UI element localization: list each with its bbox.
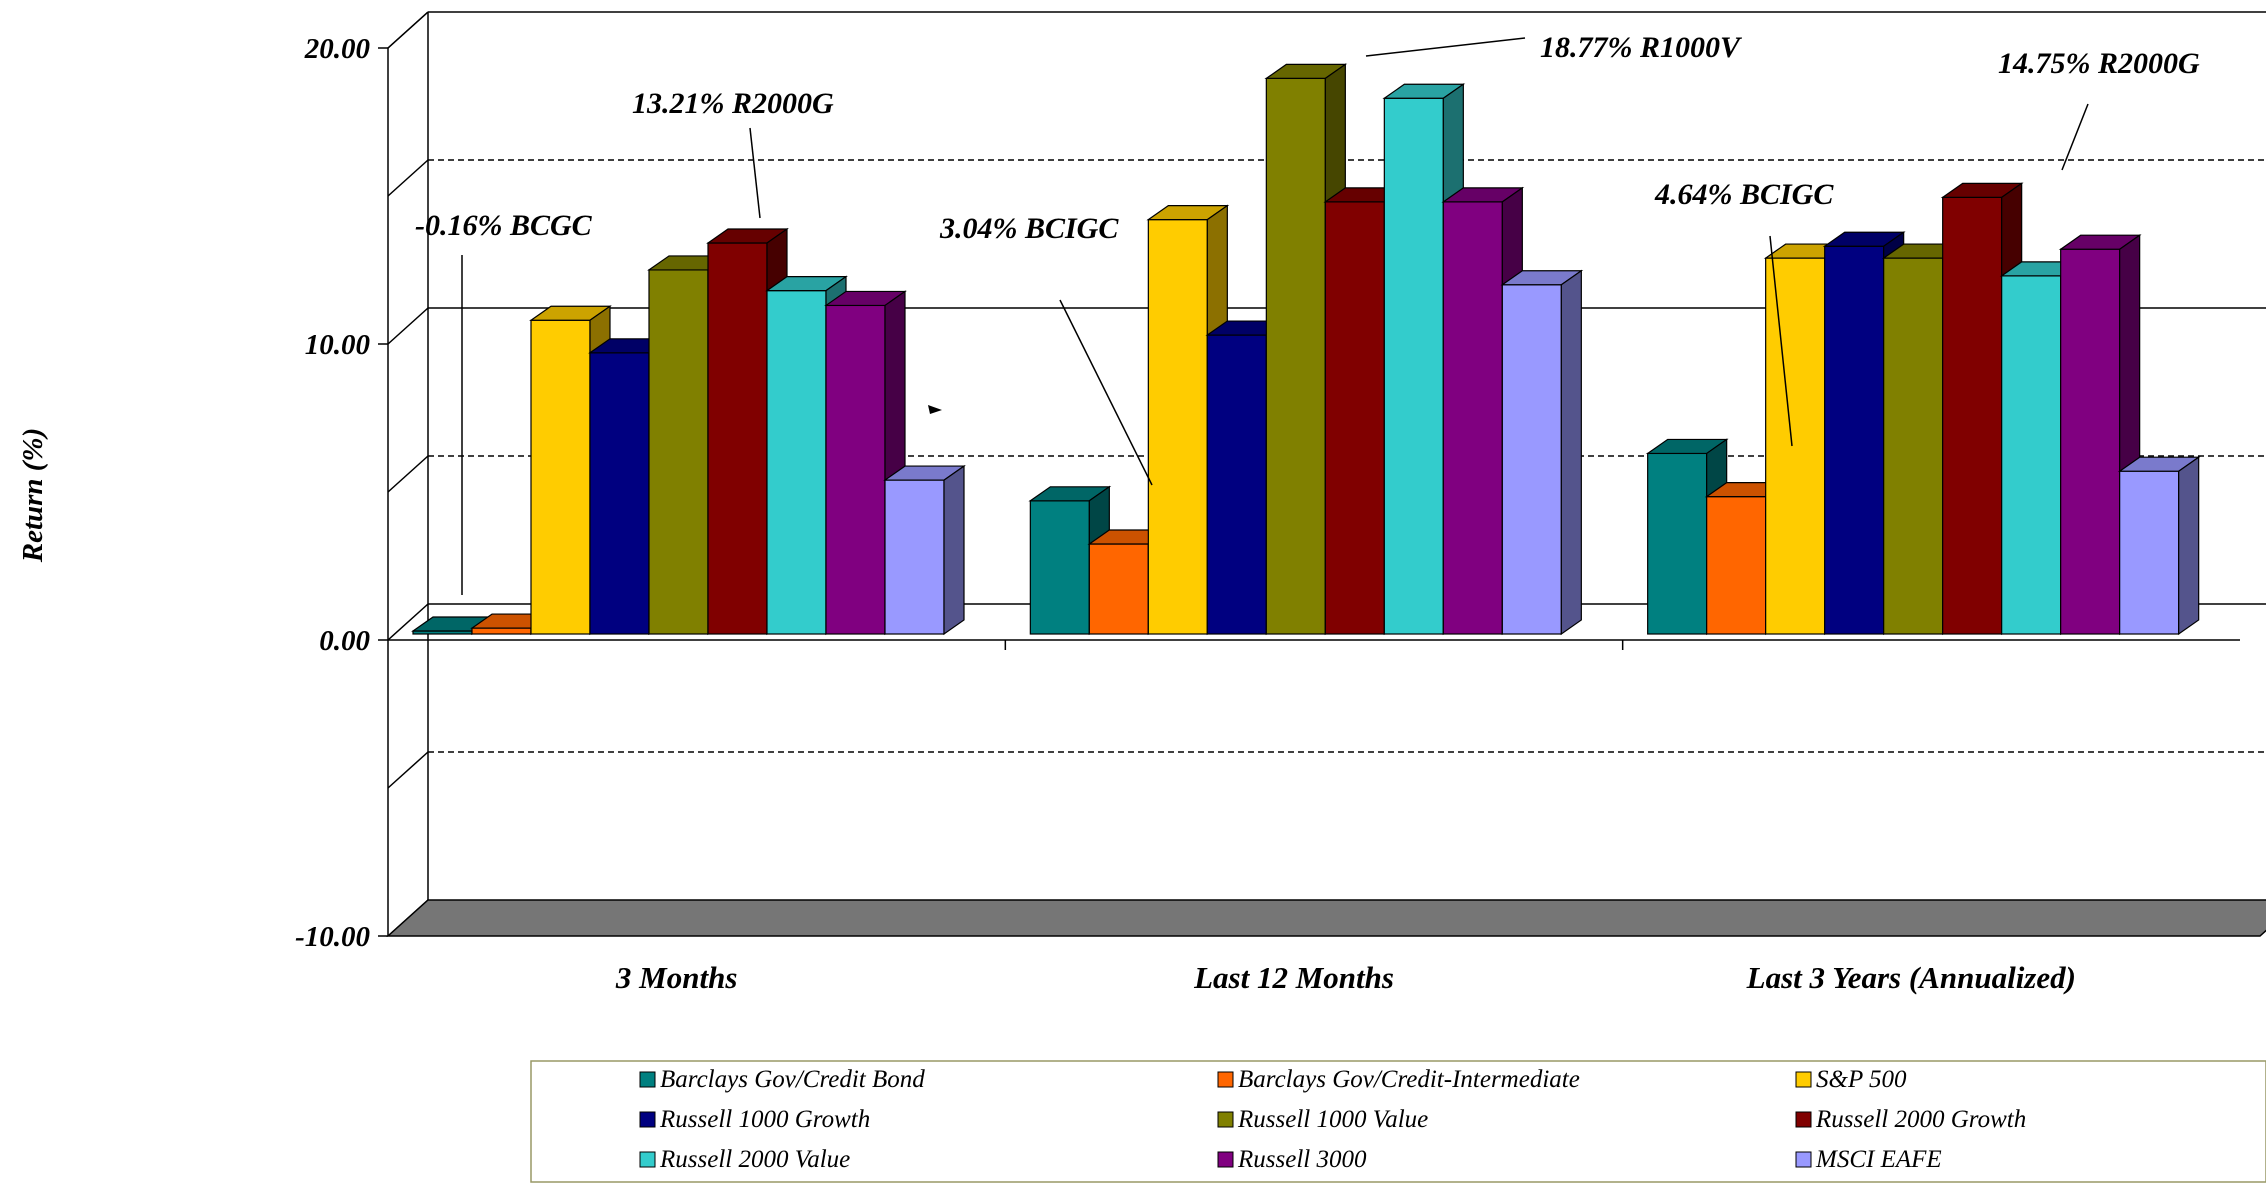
bar-front [2001,275,2062,635]
legend-label: Russell 2000 Value [659,1146,850,1173]
bar-front [884,479,945,635]
annotation-arrowhead [928,405,942,414]
bar [883,464,966,636]
bar-front [2119,470,2180,635]
category-label: Last 12 Months [1193,960,1394,995]
bar-front [589,352,650,635]
left-wall-grid [387,751,429,789]
legend-label: Russell 1000 Value [1237,1106,1428,1133]
legend-label: Russell 2000 Growth [1815,1106,2026,1133]
y-axis-label: Return (%) [17,428,49,564]
bar-front [1765,257,1826,635]
annotation-leader [1365,37,1526,57]
legend-swatch [639,1071,656,1088]
annotation-label: 4.64% BCIGC [1654,178,1834,211]
annotation-label: 3.04% BCIGC [939,212,1119,245]
category-label: Last 3 Years (Annualized) [1746,960,2076,995]
bars [411,63,2201,636]
legend-swatch [1795,1071,1812,1088]
annotation-leader [1769,235,1793,447]
legend-swatch [1217,1151,1234,1168]
left-wall-grid [387,603,429,641]
y-tick-label: -10.00 [295,921,370,953]
bar-front [1442,201,1503,635]
value-axis: 20.00 10.00 0.00 -10.00 [295,33,2240,953]
y-tick-label: 0.00 [319,625,370,657]
bar-front [648,269,709,635]
annotation-label: 18.77% R1000V [1540,31,1743,64]
legend-label: Barclays Gov/Credit Bond [660,1066,925,1093]
legend-label: S&P 500 [1816,1066,1907,1093]
bar-front [1206,334,1267,635]
bar-front [766,290,827,635]
bar-side [2178,456,2200,636]
legend-label: MSCI EAFE [1815,1146,1942,1173]
legend-swatch [1217,1071,1234,1088]
annotation-leader [2061,103,2089,171]
category-label: 3 Months [615,960,737,995]
bar-front [471,627,532,635]
annotation-leader [1059,299,1153,486]
bar-front [1883,257,1944,635]
annotation-label: 13.21% R2000G [632,87,834,120]
bar-front [1383,97,1444,635]
bar-front [1706,496,1767,635]
bar-front [707,242,768,635]
bar-front [825,304,886,635]
bar [1500,269,1584,636]
legend-label: Barclays Gov/Credit-Intermediate [1238,1066,1580,1093]
bar-front [2060,248,2121,635]
legend-box [530,1060,2266,1183]
legend-label: Russell 3000 [1237,1146,1367,1173]
bar-front [1088,543,1149,635]
annotations: -0.16% BCGC 13.21% R2000G 3.04% BCIGC 18.77… [415,31,2200,595]
bar-front [1824,245,1885,635]
bar [2117,456,2201,636]
legend-label: Russell 1000 Growth [659,1106,870,1133]
bar-front [1647,452,1708,635]
bar-front [1265,77,1326,635]
left-wall-grid [387,159,429,197]
chart-floor [386,899,2266,937]
left-wall-grid [387,455,429,493]
bar-front [1501,284,1562,635]
bar-front [1029,500,1090,635]
y-tick-label: 20.00 [304,33,370,65]
legend-swatch [639,1151,656,1168]
legend-swatch [1217,1111,1234,1128]
annotation-label: -0.16% BCGC [415,209,593,242]
left-wall-grid [387,11,429,49]
legend-swatch [1795,1151,1812,1168]
floor-slab [386,899,2266,937]
bar-side [943,464,965,636]
legend: Barclays Gov/Credit Bond Barclays Gov/Cre… [530,1060,2266,1183]
legend-swatch [639,1111,656,1128]
left-wall-grid [387,307,429,345]
category-axis: 3 Months Last 12 Months Last 3 Years (Annu… [615,960,2076,995]
y-tick-label: 10.00 [305,329,370,361]
legend-swatch [1795,1111,1812,1128]
bar-front [530,319,591,635]
bar-front [1942,196,2003,635]
bar-front [1147,219,1208,635]
annotation-leader [749,127,761,219]
annotation-label: 14.75% R2000G [1998,47,2200,80]
bar-side [1560,269,1582,636]
bar-front [1324,201,1385,635]
